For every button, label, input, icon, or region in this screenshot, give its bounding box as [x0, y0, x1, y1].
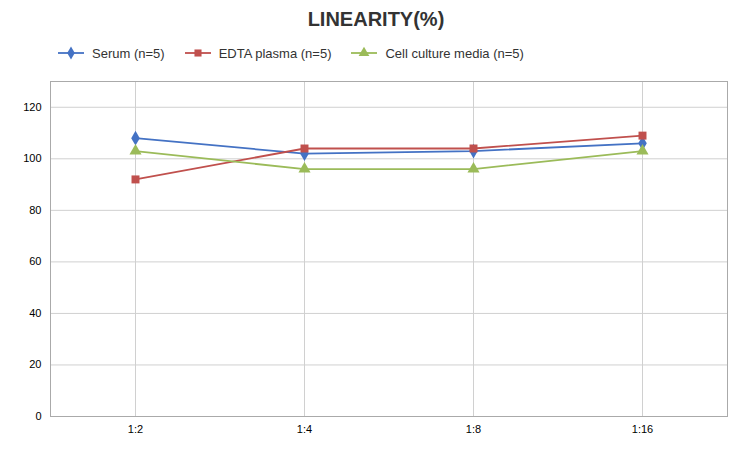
svg-text:0: 0 [35, 410, 41, 422]
svg-text:1:16: 1:16 [632, 423, 653, 435]
html-text:Cell culture media (n=5): Cell culture media (n=5) [385, 45, 524, 61]
svg-text:100: 100 [23, 152, 41, 164]
html-text:EDTA plasma (n=5): EDTA plasma (n=5) [218, 45, 332, 61]
svg-text:40: 40 [29, 307, 41, 319]
svg-text:1:2: 1:2 [128, 423, 143, 435]
svg-text:1:4: 1:4 [297, 423, 312, 435]
svg-text:80: 80 [29, 204, 41, 216]
svg-text:1:8: 1:8 [466, 423, 481, 435]
svg-text:60: 60 [29, 255, 41, 267]
svg-text:20: 20 [29, 358, 41, 370]
html-text:LINEARITY(%): LINEARITY(%) [307, 8, 445, 30]
svg-text:120: 120 [23, 101, 41, 113]
html-text:Serum (n=5): Serum (n=5) [92, 45, 165, 61]
